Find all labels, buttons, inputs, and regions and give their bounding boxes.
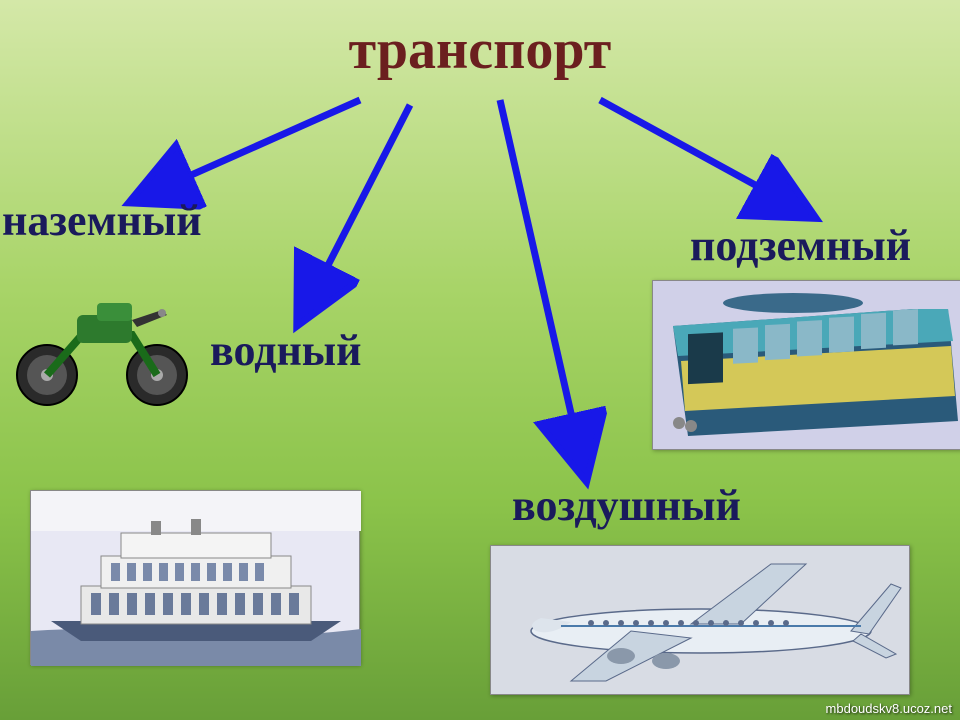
label-ground: наземный [2, 195, 202, 246]
ship-icon [31, 491, 361, 666]
watermark: mbdoudskv8.ucoz.net [826, 701, 952, 716]
image-motorcycle [2, 265, 202, 415]
arrow-line-2 [300, 105, 410, 320]
image-train [652, 280, 960, 450]
motorcycle-icon [2, 265, 202, 415]
airplane-icon [491, 546, 911, 696]
image-airplane [490, 545, 910, 695]
arrow-line-1 [135, 100, 360, 200]
label-under: подземный [690, 220, 911, 271]
train-icon [653, 281, 960, 451]
arrow-line-3 [500, 100, 585, 475]
image-ship [30, 490, 360, 665]
label-air: воздушный [512, 480, 741, 531]
arrow-line-4 [600, 100, 810, 215]
label-water: водный [210, 325, 362, 376]
